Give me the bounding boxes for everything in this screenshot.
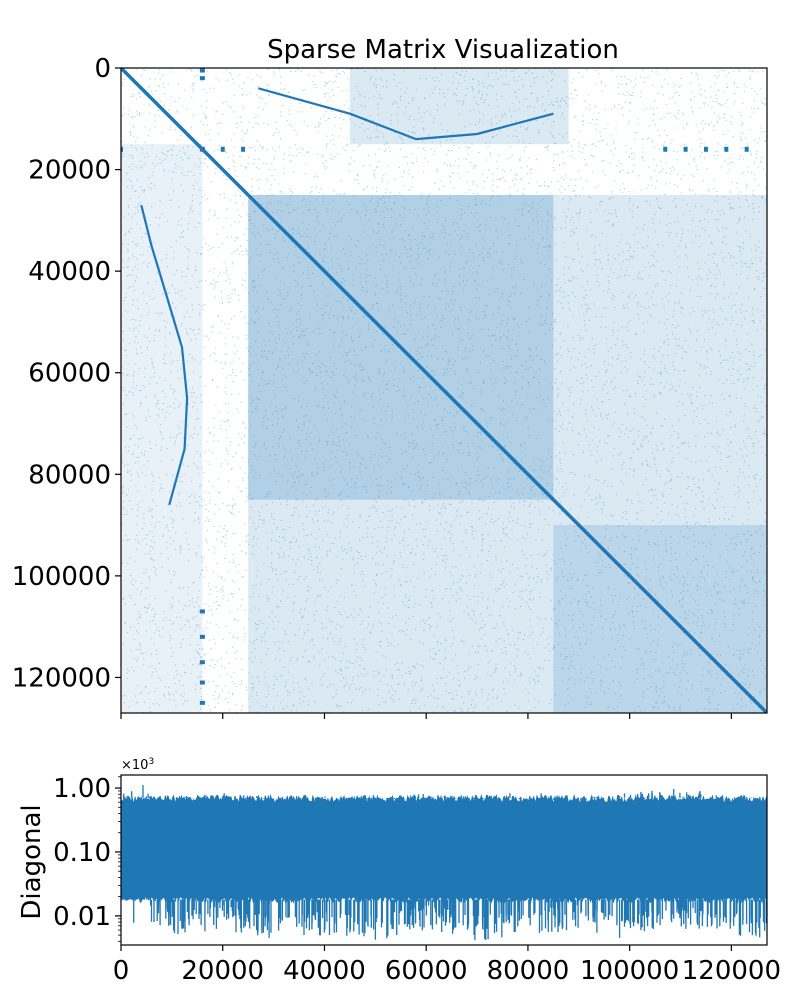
y-tick-label: 0 — [94, 54, 111, 84]
y-tick-label: 0.01 — [53, 902, 111, 932]
col-mark — [199, 634, 205, 639]
row-mark — [703, 146, 708, 152]
x-tick-label: 120000 — [682, 956, 781, 986]
top-y-axis: 0 20000 40000 60000 80000 100000 120000 — [12, 54, 121, 693]
chart-title: Sparse Matrix Visualization — [267, 35, 619, 65]
dense-block — [121, 144, 203, 713]
row-mark — [220, 146, 225, 152]
scale-note: ×103 — [121, 757, 154, 773]
row-mark — [724, 146, 729, 152]
col-mark — [199, 609, 205, 614]
diagonal-ylabel: Diagonal — [17, 804, 47, 919]
curve — [258, 87, 554, 141]
dense-block — [553, 525, 767, 713]
row-mark — [241, 146, 246, 152]
x-tick-label: 60000 — [385, 956, 468, 986]
bottom-plot-frame — [120, 774, 768, 946]
top-x-axis — [120, 713, 732, 719]
col-mark — [199, 68, 205, 73]
row-mark — [683, 146, 688, 152]
y-tick-label: 40000 — [28, 257, 111, 287]
x-tick-label: 40000 — [283, 956, 366, 986]
x-tick-label: 20000 — [181, 956, 264, 986]
diagonal-spikes — [121, 785, 767, 941]
col-mark — [199, 660, 205, 665]
y-tick-label: 20000 — [28, 156, 111, 186]
top-plot-frame — [120, 67, 768, 714]
spike — [121, 785, 767, 941]
spy-plot — [121, 68, 767, 713]
diagonal-line — [121, 793, 767, 904]
speckle — [121, 68, 767, 713]
row-mark — [744, 146, 749, 152]
y-tick-label: 100000 — [12, 562, 111, 592]
x-tick-label: 100000 — [580, 956, 679, 986]
curve — [140, 204, 189, 506]
y-tick-label: 1.00 — [53, 774, 111, 804]
col-mark — [199, 700, 205, 705]
diagonal-plot — [121, 785, 767, 941]
row-mark — [663, 146, 668, 152]
dense-block — [349, 68, 569, 145]
col-mark — [199, 76, 205, 81]
y-tick-label: 60000 — [28, 359, 111, 389]
curves — [140, 87, 554, 506]
col-mark — [199, 680, 205, 685]
diagonal-band — [121, 68, 767, 713]
y-tick-label: 80000 — [28, 460, 111, 490]
x-tick-label: 0 — [113, 956, 130, 986]
bottom-y-axis: 1.00 0.10 0.01 — [53, 774, 121, 942]
row-mark — [121, 146, 123, 152]
y-tick-label: 120000 — [12, 663, 111, 693]
bottom-x-axis: 0 20000 40000 60000 80000 100000 120000 — [113, 945, 781, 986]
scatter-points — [121, 68, 767, 713]
x-tick-label: 80000 — [487, 956, 570, 986]
y-tick-label: 0.10 — [53, 838, 111, 868]
